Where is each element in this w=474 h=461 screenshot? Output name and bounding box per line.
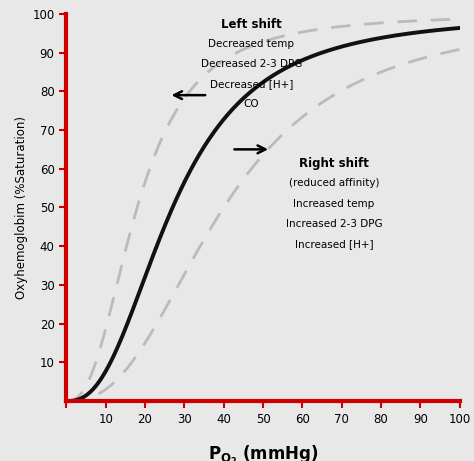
Text: Increased [H+]: Increased [H+]	[294, 239, 373, 249]
Text: Left shift: Left shift	[221, 18, 282, 31]
Text: Increased 2-3 DPG: Increased 2-3 DPG	[285, 219, 382, 229]
Text: Decreased 2-3 DPG: Decreased 2-3 DPG	[201, 59, 302, 69]
Text: Right shift: Right shift	[299, 157, 369, 170]
Text: $\mathbf{P_{O_2}\ (mmHg)}$: $\mathbf{P_{O_2}\ (mmHg)}$	[208, 443, 319, 461]
Text: Decreased temp: Decreased temp	[208, 39, 294, 49]
Text: Decreased [H+]: Decreased [H+]	[210, 79, 293, 89]
Text: Increased temp: Increased temp	[293, 199, 374, 208]
Text: (reduced affinity): (reduced affinity)	[289, 178, 379, 189]
Y-axis label: Oxyhemoglobim (%Saturation): Oxyhemoglobim (%Saturation)	[15, 116, 28, 299]
Text: CO: CO	[244, 100, 259, 109]
